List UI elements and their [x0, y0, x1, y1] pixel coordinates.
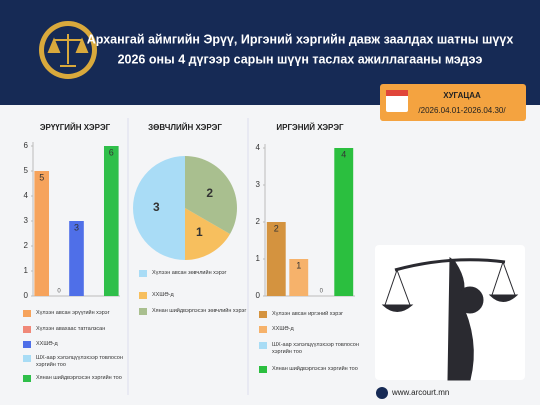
period-box [380, 84, 526, 121]
legend-swatch [23, 341, 31, 348]
legend-entry: Хүлээн авсан зөвчлийн хэрэг [139, 270, 252, 277]
data-label: 4 [341, 149, 346, 159]
legend-label: Хянан шийдвэрлэсэн зөвчлийн хэрэг [152, 308, 247, 314]
data-label: 5 [39, 172, 44, 182]
legend-label: ХХШӨ-д [152, 292, 174, 298]
bar [266, 222, 286, 296]
title-line-2: 2026 оны 4 дүгээр сарын шүүн таслах ажил… [118, 52, 483, 66]
bar [289, 259, 309, 296]
legend-entry: Хүлээн авахаас татгалзсан [23, 326, 136, 333]
legend-label: ШХ-аар хэлэлцүүлэхээр товлосон хэргийн т… [36, 355, 123, 368]
data-label: 0 [57, 289, 61, 295]
bar [69, 221, 84, 296]
data-label: 1 [196, 225, 203, 239]
bar [103, 146, 119, 296]
legend-entry: Хүлээн авсан эрүүгийн хэрэг [23, 310, 136, 317]
data-label: 0 [320, 289, 324, 295]
legend-entry: Хянан шийдвэрлэсэн хэргийн тоо [23, 375, 136, 382]
pie-slice [133, 156, 185, 260]
y-tick-label: 4 [24, 191, 29, 200]
legend-label: Хүлээн авсан зөвчлийн хэрэг [152, 270, 227, 276]
legend-swatch [139, 308, 147, 315]
legend-label: Хянан шийдвэрлэсэн хэргийн тоо [36, 375, 122, 381]
legend-label: Хүлээн авсан иргэний хэрэг [272, 311, 344, 317]
legend-swatch [23, 375, 31, 382]
bar [34, 171, 50, 296]
y-tick-label: 6 [24, 141, 29, 150]
legend-swatch [139, 270, 147, 277]
y-tick-label: 2 [24, 241, 29, 250]
legend-label: ШХ-аар хэлэлцүүлэхээр товлосон хэргийн т… [272, 342, 359, 355]
period-range: /2026.04.01-2026.04.30/ [418, 106, 506, 115]
legend-label: Хянан шийдвэрлэсэн хэргийн тоо [272, 366, 358, 372]
legend-swatch [259, 366, 267, 373]
legend-entry: Хянан шийдвэрлэсэн зөвчлийн хэрэг [139, 308, 252, 315]
y-tick-label: 4 [256, 143, 261, 152]
data-label: 3 [153, 200, 160, 214]
y-tick-label: 2 [256, 217, 261, 226]
legend-swatch [23, 355, 31, 362]
legend-entry: ХХШӨ-д [259, 326, 372, 333]
pie-slice [185, 208, 231, 260]
data-label: 1 [296, 260, 301, 270]
legend-swatch [259, 326, 267, 333]
calendar-top [386, 90, 408, 96]
y-tick-label: 1 [24, 266, 29, 275]
y-tick-label: 3 [256, 180, 261, 189]
legend-swatch [23, 326, 31, 333]
legend-swatch [139, 292, 147, 299]
legend-entry: ХХШӨ-д [23, 341, 136, 348]
data-label: 3 [74, 222, 79, 232]
legend-entry: ШХ-аар хэлэлцүүлэхээр товлосон хэргийн т… [23, 355, 136, 368]
data-label: 2 [274, 223, 279, 233]
legend-swatch [259, 342, 267, 349]
chart-title: ИРГЭНИЙ ХЭРЭГ [276, 123, 344, 132]
justice-statue [381, 256, 519, 381]
data-label: 2 [206, 186, 213, 200]
chart-title: ЗӨВЧЛИЙН ХЭРЭГ [148, 123, 222, 132]
legend-swatch [259, 311, 267, 318]
legend-label: ХХШӨ-д [36, 341, 58, 347]
logo-scales [47, 34, 89, 67]
y-tick-label: 0 [256, 291, 261, 300]
y-tick-label: 3 [24, 216, 29, 225]
website: www.arcourt.mn [391, 388, 449, 397]
legend-entry: Хүлээн авсан иргэний хэрэг [259, 311, 372, 318]
globe-icon [376, 387, 388, 399]
legend-label: Хүлээн авахаас татгалзсан [36, 326, 106, 332]
legend-entry: ШХ-аар хэлэлцүүлэхээр товлосон хэргийн т… [259, 342, 372, 355]
legend-label: Хүлээн авсан эрүүгийн хэрэг [36, 310, 110, 316]
y-tick-label: 5 [24, 166, 29, 175]
legend-entry: ХХШӨ-д [139, 292, 252, 299]
y-tick-label: 0 [24, 291, 29, 300]
pie-slice [185, 156, 237, 234]
period-label: ХУГАЦАА [443, 91, 481, 100]
legend-label: ХХШӨ-д [272, 326, 294, 332]
legend-entry: Хянан шийдвэрлэсэн хэргийн тоо [259, 366, 372, 373]
y-tick-label: 1 [256, 254, 261, 263]
data-label: 6 [109, 147, 114, 157]
legend-swatch [23, 310, 31, 317]
bar [334, 148, 354, 296]
chart-title: ЭРҮҮГИЙН ХЭРЭГ [40, 123, 111, 132]
title-line-1: Архангай аймгийн Эрүү, Иргэний хэргийн д… [87, 32, 514, 46]
